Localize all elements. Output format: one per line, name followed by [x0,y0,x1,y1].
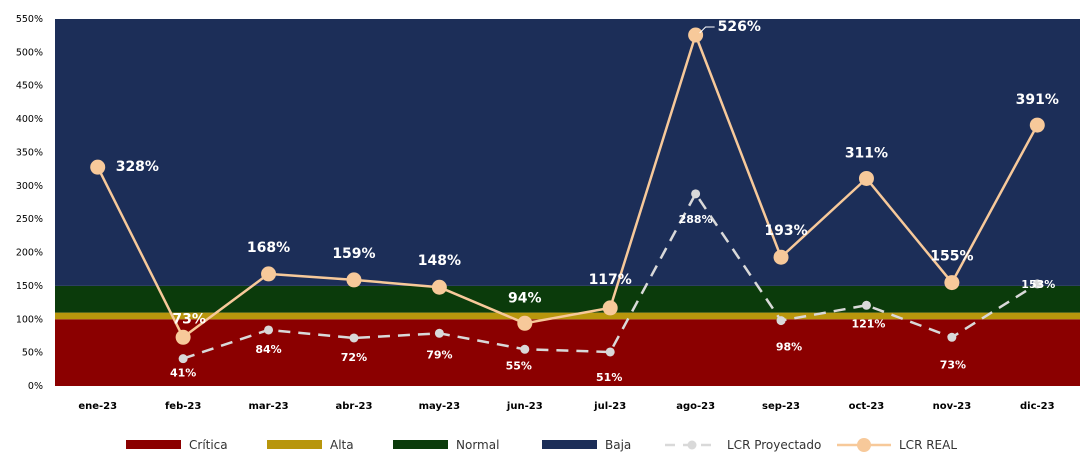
marker-lcr-real [1029,117,1045,133]
y-tick-label: 300% [16,181,43,192]
band-cr-tica [55,319,1080,386]
marker-lcr-proyectado [520,344,530,354]
data-label: 288% [679,213,713,226]
data-label: 79% [426,348,452,361]
legend-label: LCR Proyectado [727,438,821,452]
x-tick-label: jun-23 [506,401,543,412]
data-label: 328% [116,159,159,175]
data-label: 155% [930,249,973,265]
data-label: 526% [718,19,761,35]
marker-lcr-real [431,279,447,295]
legend-swatch [267,440,322,449]
legend-label: Alta [330,438,354,452]
legend-label: Crítica [189,438,228,452]
data-label: 168% [247,240,290,256]
legend-swatch [393,440,448,449]
x-tick-label: jul-23 [593,401,626,412]
y-tick-label: 450% [16,81,43,92]
x-axis: ene-23 feb-23 mar-23 abr-23 may-23 jun-23 jul-… [78,401,1054,412]
marker-lcr-proyectado [947,332,957,342]
data-label: 117% [589,272,632,288]
marker-lcr-real [175,329,191,345]
y-tick-label: 0% [28,381,43,392]
legend-swatch [542,440,597,449]
label-leader-line [699,26,715,34]
x-tick-label: mar-23 [248,401,288,412]
y-tick-label: 50% [22,348,43,359]
data-label: 391% [1016,92,1059,108]
marker-lcr-real [858,170,874,186]
data-label: 121% [851,317,885,330]
legend-marker [857,438,871,452]
marker-lcr-real [773,249,789,265]
marker-lcr-proyectado [434,328,444,338]
x-tick-label: oct-23 [849,401,885,412]
marker-lcr-real [346,272,362,288]
data-label: 193% [764,223,807,239]
x-tick-label: ene-23 [78,401,117,412]
data-label: 311% [845,145,888,161]
series-line-lcr-real [96,33,1039,339]
marker-lcr-real [90,159,106,175]
data-label: 73% [172,311,206,327]
band-baja [55,19,1080,286]
marker-lcr-proyectado [605,347,615,357]
data-label: 72% [341,351,367,364]
data-label: 84% [255,343,281,356]
y-axis: 0% 50% 100% 150% 200% 250% 300% 350% 400% 450% 500… [16,14,43,392]
marker-lcr-proyectado [264,325,274,335]
legend-label: Baja [605,438,631,452]
y-tick-label: 200% [16,248,43,259]
legend: Crítica Alta Normal Baja LCR Proyectado LCR R… [126,438,957,452]
marker-lcr-real [517,315,533,331]
data-label: 94% [508,290,542,306]
marker-lcr-proyectado [1032,279,1042,289]
x-tick-label: sep-23 [762,401,800,412]
x-tick-label: ago-23 [676,401,715,412]
data-label: 159% [332,246,375,262]
data-label: 98% [776,341,802,354]
data-label: 148% [418,253,461,269]
x-tick-label: dic-23 [1020,401,1055,412]
legend-label: Normal [456,438,499,452]
marker-lcr-real [261,266,277,282]
x-tick-label: abr-23 [336,401,373,412]
y-tick-label: 400% [16,114,43,125]
marker-lcr-proyectado [178,354,188,364]
data-label: 153% [1021,278,1055,291]
band-normal [55,285,1080,313]
marker-lcr-real [602,300,618,316]
y-tick-label: 350% [16,147,43,158]
x-tick-label: may-23 [419,401,460,412]
y-tick-label: 500% [16,47,43,58]
data-label: 51% [596,371,622,384]
marker-lcr-proyectado [776,316,786,326]
data-label: 55% [506,359,532,372]
y-tick-label: 250% [16,214,43,225]
legend-marker [687,440,697,450]
y-tick-label: 550% [16,14,43,25]
series-line-lcr-proyectado [182,192,1038,360]
data-label-layer: 41% 84% 72% 79% 55% 51% 288% 98% 121% 73% 153% 328%… [116,19,1059,384]
series-layer [90,27,1045,364]
y-tick-label: 100% [16,314,43,325]
marker-lcr-proyectado [861,300,871,310]
y-tick-label: 150% [16,281,43,292]
data-label: 73% [940,358,966,371]
marker-lcr-proyectado [691,189,701,199]
x-tick-label: feb-23 [165,401,201,412]
data-label: 41% [170,367,196,380]
legend-swatch [126,440,181,449]
legend-label: LCR REAL [899,438,957,452]
marker-lcr-proyectado [349,333,359,343]
x-tick-label: nov-23 [933,401,972,412]
band-layer [55,19,1080,386]
marker-lcr-real [944,275,960,291]
marker-lcr-real [688,27,704,43]
